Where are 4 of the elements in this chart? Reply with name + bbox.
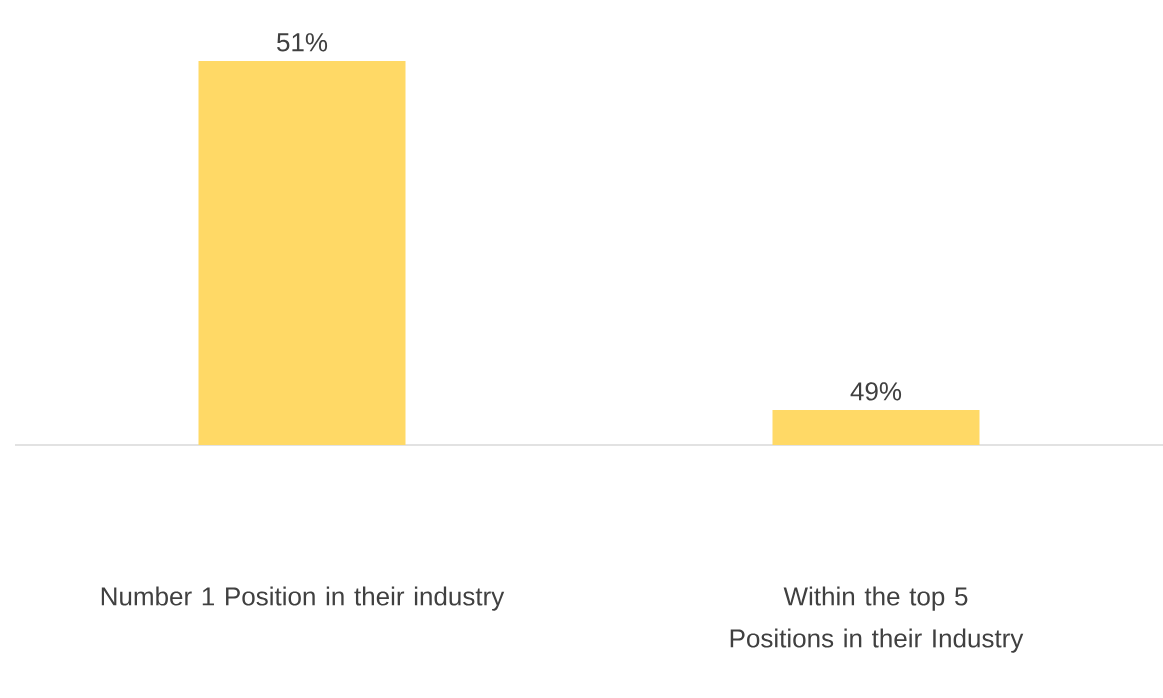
data-label: 49%	[850, 382, 902, 401]
data-label: 51%	[277, 33, 328, 52]
x-tick-label: Number 1 Position in their industry	[101, 586, 505, 611]
x-tick-label: Within the top 5 Positions in their Industry	[730, 586, 1024, 653]
